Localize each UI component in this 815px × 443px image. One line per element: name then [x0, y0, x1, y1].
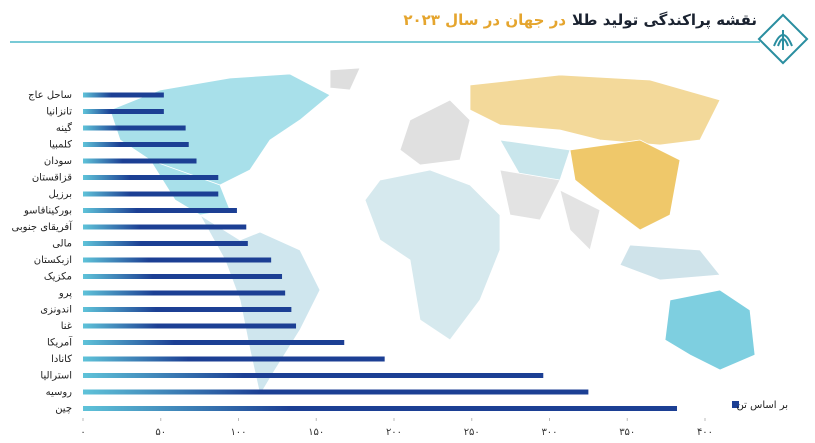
- title-main: نقشه پراکندگی تولید طلا: [572, 11, 757, 30]
- y-tick-label: مکزیک: [44, 272, 72, 283]
- y-tick-label: آمریکا: [47, 336, 73, 349]
- bar: [83, 389, 589, 395]
- y-tick-label: غنا: [61, 321, 72, 332]
- x-tick-label: ۳۰۰: [541, 427, 557, 438]
- bar: [83, 191, 219, 197]
- x-tick-label: ۲۰۰: [386, 427, 402, 438]
- bar: [83, 241, 248, 246]
- bar: [83, 373, 544, 378]
- y-tick-label: کانادا: [51, 354, 72, 365]
- bar: [83, 406, 678, 411]
- y-tick-label: روسیه: [46, 387, 73, 398]
- bar: [83, 323, 297, 329]
- bar: [83, 125, 186, 131]
- bar: [83, 356, 385, 362]
- x-tick-label: ۰: [80, 427, 85, 438]
- legend-label: بر اساس تن: [737, 400, 788, 411]
- bar: [83, 257, 272, 263]
- title-highlight: در جهان در سال ۲۰۲۳: [403, 11, 566, 29]
- bar: [83, 340, 345, 345]
- y-tick-label: گینه: [56, 122, 72, 134]
- y-tick-label: چین: [55, 404, 72, 415]
- y-tick-label: کلمبیا: [49, 140, 72, 151]
- bar: [83, 158, 197, 164]
- y-tick-label: ازبکستان: [34, 255, 72, 266]
- y-tick-label: پرو: [58, 288, 72, 299]
- x-tick-label: ۲۵۰: [464, 427, 480, 438]
- x-tick-label: ۱۰۰: [230, 427, 246, 438]
- legend-swatch: [732, 401, 739, 408]
- y-tick-label: مالی: [52, 239, 72, 250]
- bar: [83, 109, 164, 114]
- y-tick-label: بورکینافاسو: [23, 206, 72, 217]
- y-tick-label: ساحل عاج: [28, 90, 72, 101]
- x-tick-label: ۴۰۰: [697, 427, 713, 438]
- y-tick-label: سودان: [44, 156, 72, 167]
- bar: [83, 175, 219, 180]
- bar: [83, 92, 164, 98]
- chart-title: نقشه پراکندگی تولید طلا در جهان در سال ۲۰…: [403, 11, 757, 30]
- y-tick-label: اندونزی: [40, 305, 72, 316]
- bar: [83, 208, 237, 213]
- y-tick-label: آفریقای جنوبی: [12, 220, 74, 233]
- x-tick-label: ۵۰: [155, 427, 166, 438]
- y-tick-label: استرالیا: [40, 371, 72, 382]
- world-map: [109, 67, 756, 397]
- y-tick-label: تانزانیا: [46, 107, 72, 118]
- x-tick-label: ۳۵۰: [619, 427, 635, 438]
- bar: [83, 290, 286, 296]
- logo: [757, 13, 809, 65]
- bar: [83, 224, 247, 230]
- x-tick-label: ۱۵۰: [308, 427, 324, 438]
- bar: [83, 274, 283, 279]
- y-tick-label: قزاقستان: [32, 173, 72, 184]
- bar: [83, 142, 189, 147]
- bar: [83, 307, 292, 312]
- y-tick-label: برزیل: [49, 189, 73, 200]
